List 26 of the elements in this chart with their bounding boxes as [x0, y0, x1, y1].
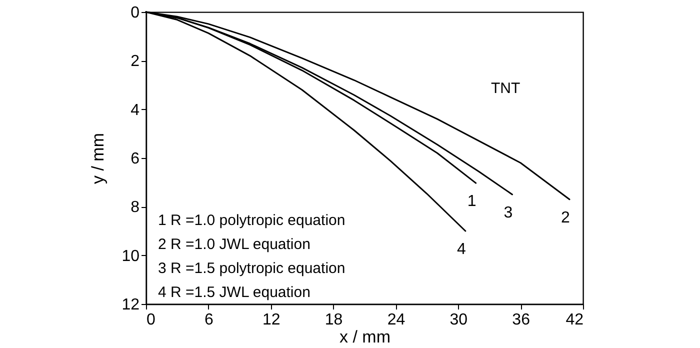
x-axis-title: x / mm — [340, 328, 390, 346]
y-tick-label: 12 — [122, 296, 140, 314]
x-tick-label: 12 — [262, 312, 280, 328]
y-tick-label: 6 — [130, 150, 140, 168]
annotation: TNT — [491, 80, 520, 97]
y-axis-title: y / mm — [88, 133, 108, 184]
y-tick-label: 0 — [130, 4, 140, 22]
annotation: 2 R =1.0 JWL equation — [158, 236, 310, 253]
series-label: 3 — [504, 204, 513, 222]
y-tick-label: 4 — [130, 102, 140, 119]
series-label: 4 — [456, 241, 466, 258]
x-tick-label: 42 — [566, 312, 584, 328]
y-tick-label: 8 — [130, 199, 140, 216]
x-tick-label: 6 — [204, 312, 214, 328]
y-tick-label: 2 — [130, 53, 140, 70]
x-tick-label: 36 — [512, 312, 530, 328]
x-tick-label: 18 — [324, 312, 343, 328]
annotation: 1 R =1.0 polytropic equation — [158, 212, 346, 229]
series-label: 2 — [561, 209, 570, 226]
x-tick-label: 0 — [146, 312, 156, 328]
annotation: 4 R =1.5 JWL equation — [158, 284, 310, 301]
series-label: 1 — [467, 193, 476, 210]
x-tick-label: 30 — [450, 312, 468, 328]
annotation: 3 R =1.5 polytropic equation — [158, 260, 346, 277]
y-tick-label: 10 — [122, 248, 140, 265]
x-tick-label: 24 — [387, 312, 406, 328]
